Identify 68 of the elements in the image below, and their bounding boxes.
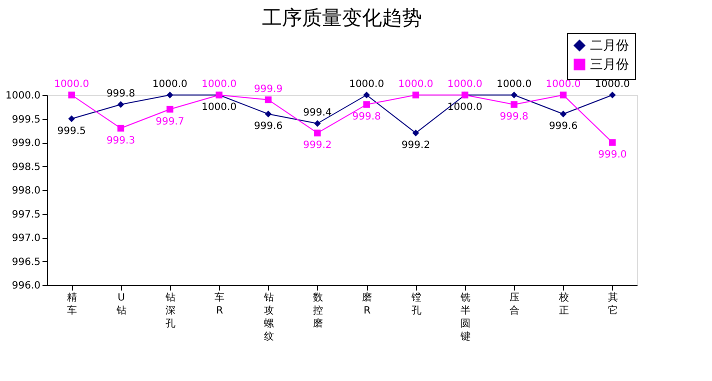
point bbox=[117, 124, 124, 132]
y-tick-label: 999.0 bbox=[12, 138, 40, 149]
data-label: 999.4 bbox=[303, 108, 332, 118]
point bbox=[68, 115, 75, 122]
point bbox=[314, 120, 321, 127]
data-label: 1000.0 bbox=[54, 79, 90, 90]
x-tick-label: 压合 bbox=[510, 292, 520, 316]
point bbox=[166, 92, 174, 98]
data-label: 1000.0 bbox=[202, 79, 237, 90]
data-label: 1000.0 bbox=[546, 79, 581, 90]
point bbox=[609, 92, 616, 98]
point bbox=[560, 110, 567, 118]
point bbox=[117, 101, 124, 108]
data-label: 999.2 bbox=[303, 140, 332, 151]
y-tick-label: 997.0 bbox=[12, 233, 40, 244]
data-label: 1000.0 bbox=[496, 79, 532, 90]
point bbox=[166, 106, 174, 113]
x-tick-label: 校正 bbox=[558, 292, 569, 316]
data-label: 1000.0 bbox=[447, 102, 482, 113]
x-tick-label: 车R bbox=[214, 292, 225, 316]
point bbox=[510, 101, 518, 108]
legend-label: 二月份 bbox=[590, 38, 629, 54]
data-label: 1000.0 bbox=[349, 79, 384, 90]
x-tick-label: 镗孔 bbox=[410, 292, 422, 316]
y-tick-label: 997.5 bbox=[12, 209, 40, 220]
y-tick-label: 1000.0 bbox=[6, 90, 40, 102]
point bbox=[264, 110, 272, 118]
data-label: 999.2 bbox=[401, 140, 430, 151]
data-label: 999.9 bbox=[254, 84, 283, 95]
point bbox=[264, 96, 272, 104]
y-tick-label: 998.5 bbox=[12, 162, 40, 173]
y-tick-label: 998.0 bbox=[12, 186, 40, 196]
data-label: 1000.0 bbox=[202, 102, 237, 113]
point bbox=[363, 92, 370, 98]
legend-label: 三月份 bbox=[590, 58, 629, 72]
data-label: 1000.0 bbox=[594, 79, 630, 90]
point bbox=[412, 92, 420, 98]
data-label: 1000.0 bbox=[447, 79, 482, 90]
data-label: 999.8 bbox=[106, 88, 136, 100]
point bbox=[609, 139, 616, 146]
data-label: 999.0 bbox=[598, 150, 627, 160]
data-label: 999.6 bbox=[548, 121, 578, 132]
x-tick-label: 钻攻螺纹 bbox=[262, 292, 274, 342]
point bbox=[412, 130, 420, 136]
data-label: 999.8 bbox=[500, 112, 528, 122]
y-tick-label: 999.5 bbox=[12, 114, 40, 126]
data-label: 999.5 bbox=[57, 126, 86, 137]
data-label: 1000.0 bbox=[398, 79, 434, 90]
data-label: 1000.0 bbox=[152, 79, 188, 90]
point bbox=[314, 130, 321, 136]
chart-title: 工序质量变化趋势 bbox=[262, 6, 422, 30]
point bbox=[510, 92, 518, 98]
x-tick-label: 精车 bbox=[67, 292, 78, 316]
x-tick-label: 铣半圆键 bbox=[459, 292, 470, 342]
point bbox=[363, 101, 370, 108]
y-tick-label: 996.0 bbox=[12, 280, 40, 292]
data-label: 999.6 bbox=[254, 121, 283, 132]
data-label: 999.8 bbox=[352, 112, 381, 122]
y-tick-label: 996.5 bbox=[12, 256, 40, 268]
x-tick-label: 钻深孔 bbox=[164, 292, 176, 330]
data-label: 999.7 bbox=[156, 116, 184, 128]
point bbox=[68, 92, 75, 98]
data-label: 999.3 bbox=[106, 135, 136, 146]
x-tick-label: U钻 bbox=[115, 292, 126, 316]
x-tick-label: 磨R bbox=[362, 292, 372, 316]
x-tick-label: 数控磨 bbox=[312, 292, 323, 330]
x-tick-label: 其它 bbox=[608, 292, 618, 316]
point bbox=[560, 92, 567, 98]
